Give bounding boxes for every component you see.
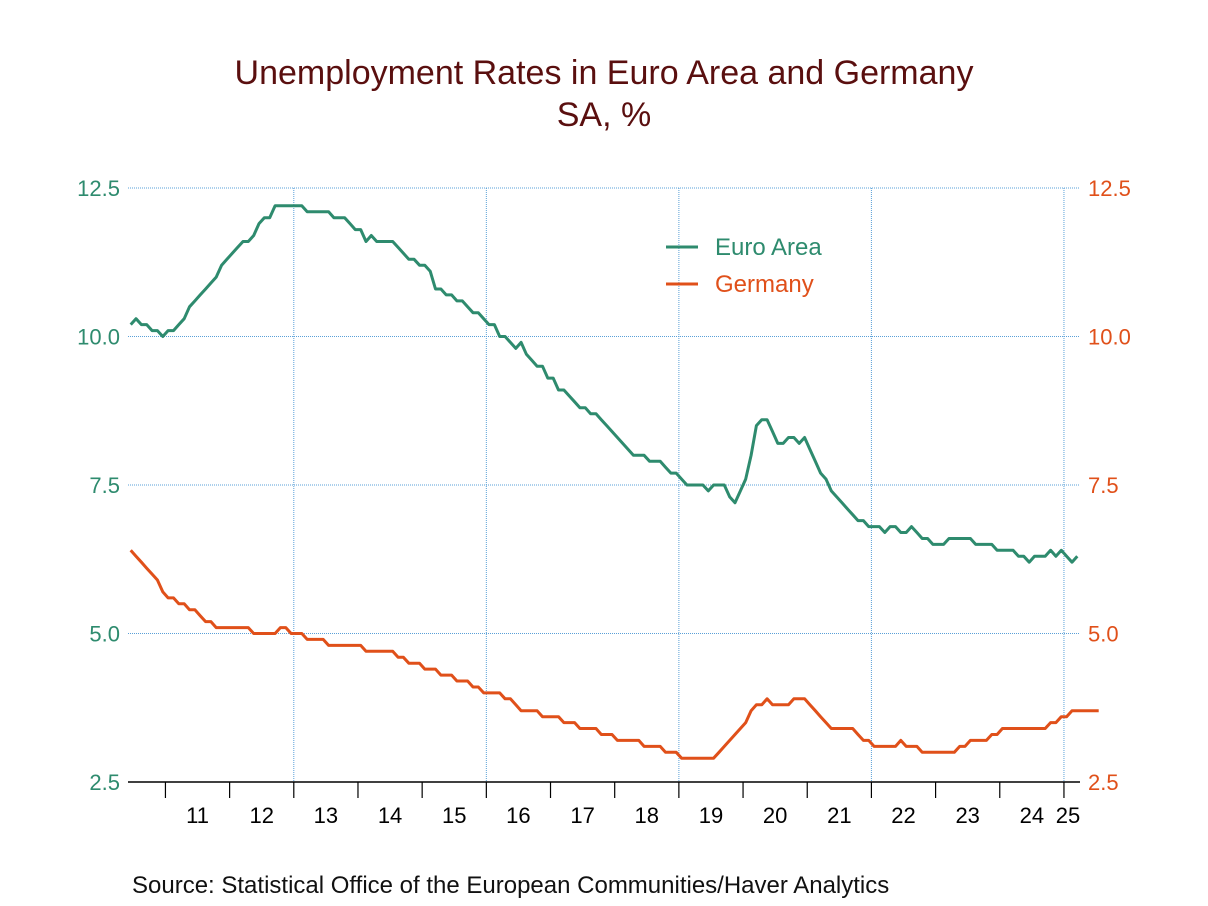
axes: 12.5 12.5 10.0 10.0 7.5 7.5 5.0 5.0 2.5 2.5 11 12 13… bbox=[77, 176, 1131, 828]
y-tick-label-right: 7.5 bbox=[1088, 473, 1119, 498]
source-note: Source: Statistical Office of the Europe… bbox=[132, 872, 890, 899]
x-tick-label: 17 bbox=[570, 803, 594, 828]
x-tick-label: 18 bbox=[635, 803, 659, 828]
chart-subtitle: SA, % bbox=[556, 96, 652, 134]
legend-label: Germany bbox=[715, 271, 814, 298]
legend: Euro Area Germany bbox=[666, 234, 822, 298]
x-tick-label: 24 bbox=[1020, 803, 1044, 828]
x-tick-label: 21 bbox=[827, 803, 851, 828]
legend-label: Euro Area bbox=[715, 234, 822, 261]
series-line-germany bbox=[129, 549, 1099, 760]
y-tick-label-right: 5.0 bbox=[1088, 622, 1119, 647]
x-tick-label: 22 bbox=[891, 803, 915, 828]
x-tick-label: 13 bbox=[314, 803, 338, 828]
y-tick-label-left: 7.5 bbox=[89, 473, 120, 498]
x-tick-label: 19 bbox=[699, 803, 723, 828]
y-tick-label-right: 2.5 bbox=[1088, 770, 1119, 795]
y-tick-label-left: 12.5 bbox=[77, 176, 120, 201]
y-tick-label-left: 10.0 bbox=[77, 325, 120, 350]
x-tick-label: 12 bbox=[249, 803, 273, 828]
chart-title: Unemployment Rates in Euro Area and Germ… bbox=[234, 54, 974, 92]
x-tick-label: 15 bbox=[442, 803, 466, 828]
x-tick-label: 20 bbox=[763, 803, 787, 828]
x-tick-label: 25 bbox=[1056, 803, 1080, 828]
y-tick-label-right: 12.5 bbox=[1088, 176, 1131, 201]
y-tick-label-left: 5.0 bbox=[89, 622, 120, 647]
x-tick-label: 16 bbox=[506, 803, 530, 828]
x-tick-label: 11 bbox=[186, 803, 209, 828]
series-lines bbox=[129, 204, 1099, 760]
y-tick-label-left: 2.5 bbox=[89, 770, 120, 795]
x-tick-label: 23 bbox=[955, 803, 979, 828]
gridlines bbox=[128, 187, 1080, 783]
x-tick-label: 14 bbox=[378, 803, 402, 828]
series-line-euro-area bbox=[129, 204, 1079, 564]
y-tick-label-right: 10.0 bbox=[1088, 325, 1131, 350]
